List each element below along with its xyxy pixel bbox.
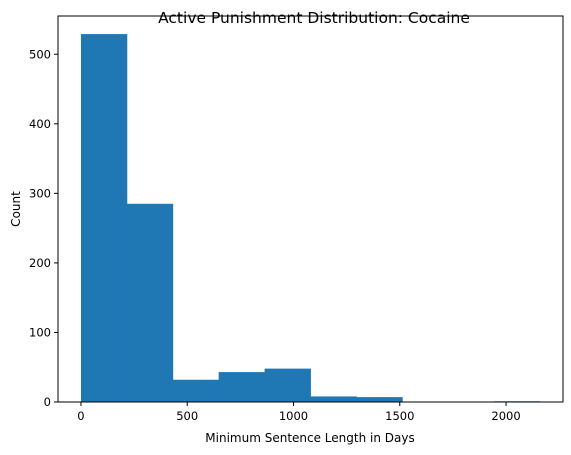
histogram-bar bbox=[126, 203, 174, 402]
plot-frame bbox=[57, 15, 564, 403]
y-tick-label: 500 bbox=[29, 47, 51, 61]
y-tick-label: 400 bbox=[29, 117, 51, 131]
y-tick-label: 100 bbox=[29, 325, 51, 339]
x-tick-label: 500 bbox=[176, 409, 198, 423]
y-tick-label: 300 bbox=[29, 186, 51, 200]
histogram-bar bbox=[356, 397, 403, 402]
bars-group bbox=[80, 34, 541, 402]
y-axis-label: Count bbox=[9, 191, 23, 227]
histogram-bar bbox=[172, 379, 220, 402]
y-tick-label: 0 bbox=[44, 395, 51, 409]
histogram-bar bbox=[80, 34, 128, 402]
x-tick-label: 1000 bbox=[279, 409, 308, 423]
y-axis-ticks: 0 100 200 300 400 500 bbox=[29, 47, 58, 409]
x-axis-ticks: 0 500 1000 1500 2000 bbox=[77, 402, 521, 423]
chart-title: Active Punishment Distribution: Cocaine bbox=[158, 9, 470, 27]
histogram-bar bbox=[310, 396, 357, 402]
x-tick-label: 0 bbox=[77, 409, 84, 423]
histogram-bar bbox=[218, 372, 265, 402]
x-tick-label: 2000 bbox=[491, 409, 520, 423]
x-tick-label: 1500 bbox=[385, 409, 414, 423]
histogram-bar bbox=[264, 368, 311, 402]
x-axis-label: Minimum Sentence Length in Days bbox=[205, 431, 414, 445]
y-tick-label: 200 bbox=[29, 256, 51, 270]
